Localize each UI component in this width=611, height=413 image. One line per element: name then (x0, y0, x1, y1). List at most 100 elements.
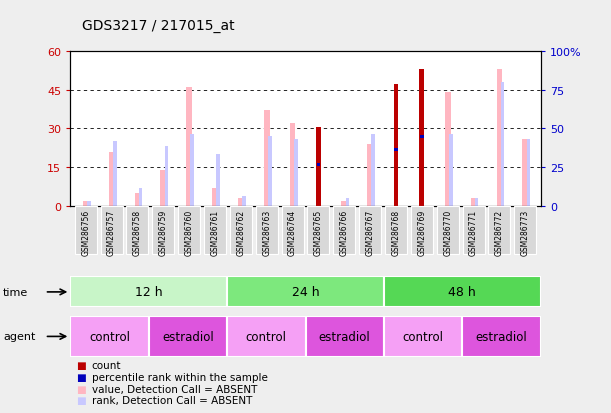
Text: ■: ■ (76, 384, 86, 394)
Bar (394, 148, 398, 151)
Bar (238, 199, 244, 206)
Bar (385, 206, 407, 254)
Text: value, Detection Call = ABSENT: value, Detection Call = ABSENT (92, 384, 257, 394)
Bar (282, 206, 304, 254)
Bar (437, 206, 459, 254)
Text: GSM286769: GSM286769 (417, 209, 426, 255)
Text: GSM286764: GSM286764 (288, 209, 297, 255)
Bar (371, 134, 375, 206)
Text: control: control (246, 330, 287, 343)
Bar (342, 201, 347, 206)
Text: agent: agent (3, 332, 35, 342)
Bar (101, 206, 123, 254)
Bar (367, 145, 373, 206)
Bar (186, 88, 192, 206)
Text: ■: ■ (76, 361, 86, 370)
Text: estradiol: estradiol (162, 330, 214, 343)
Bar (113, 142, 117, 206)
Bar (161, 170, 166, 206)
Bar (152, 206, 174, 254)
Bar (316, 164, 320, 167)
Text: GSM286768: GSM286768 (392, 209, 400, 255)
Bar (411, 206, 433, 254)
Text: GSM286756: GSM286756 (81, 209, 90, 255)
Bar (212, 188, 218, 206)
Bar (164, 147, 168, 206)
Bar (316, 128, 321, 206)
Text: control: control (89, 330, 130, 343)
Text: control: control (403, 330, 444, 343)
Bar (384, 277, 541, 308)
Bar (333, 206, 355, 254)
Bar (500, 83, 504, 206)
Bar (393, 85, 398, 206)
Bar (227, 316, 306, 357)
Bar (307, 206, 329, 254)
Bar (306, 316, 384, 357)
Bar (463, 316, 541, 357)
Bar (445, 93, 450, 206)
Bar (216, 155, 220, 206)
Bar (230, 206, 252, 254)
Text: ■: ■ (76, 372, 86, 382)
Text: GSM286758: GSM286758 (133, 209, 142, 255)
Bar (268, 137, 272, 206)
Text: GSM286770: GSM286770 (443, 209, 452, 255)
Text: GDS3217 / 217015_at: GDS3217 / 217015_at (82, 19, 235, 33)
Bar (70, 316, 148, 357)
Text: estradiol: estradiol (475, 330, 527, 343)
Bar (463, 206, 485, 254)
Text: GSM286771: GSM286771 (469, 209, 478, 255)
Bar (527, 140, 530, 206)
Bar (420, 70, 424, 206)
Bar (87, 201, 90, 206)
Bar (420, 135, 423, 138)
Text: percentile rank within the sample: percentile rank within the sample (92, 372, 268, 382)
Bar (75, 206, 97, 254)
Bar (290, 124, 296, 206)
Text: GSM286760: GSM286760 (185, 209, 194, 255)
Bar (346, 199, 349, 206)
Bar (134, 194, 141, 206)
Text: ■: ■ (76, 395, 86, 405)
Text: 12 h: 12 h (135, 286, 163, 299)
Text: 24 h: 24 h (291, 286, 320, 299)
Bar (359, 206, 381, 254)
Bar (449, 134, 453, 206)
Bar (83, 201, 89, 206)
Text: GSM286767: GSM286767 (365, 209, 375, 255)
Text: count: count (92, 361, 121, 370)
Bar (514, 206, 536, 254)
Bar (497, 70, 502, 206)
Bar (384, 316, 463, 357)
Bar (148, 316, 227, 357)
Bar (109, 152, 114, 206)
Text: GSM286762: GSM286762 (236, 209, 246, 255)
Text: GSM286773: GSM286773 (521, 209, 530, 255)
Text: GSM286757: GSM286757 (107, 209, 116, 255)
Bar (256, 206, 278, 254)
Text: GSM286759: GSM286759 (159, 209, 168, 255)
Text: GSM286772: GSM286772 (495, 209, 504, 255)
Bar (475, 199, 478, 206)
Bar (178, 206, 200, 254)
Bar (139, 188, 142, 206)
Bar (204, 206, 226, 254)
Bar (242, 196, 246, 206)
Text: GSM286765: GSM286765 (314, 209, 323, 255)
Bar (227, 277, 384, 308)
Text: time: time (3, 287, 28, 297)
Bar (70, 277, 227, 308)
Bar (470, 199, 477, 206)
Text: rank, Detection Call = ABSENT: rank, Detection Call = ABSENT (92, 395, 252, 405)
Bar (264, 111, 269, 206)
Bar (488, 206, 510, 254)
Text: estradiol: estradiol (319, 330, 371, 343)
Bar (191, 134, 194, 206)
Text: GSM286763: GSM286763 (262, 209, 271, 255)
Bar (522, 140, 528, 206)
Text: GSM286761: GSM286761 (211, 209, 219, 255)
Bar (294, 140, 298, 206)
Text: GSM286766: GSM286766 (340, 209, 349, 255)
Text: 48 h: 48 h (448, 286, 476, 299)
